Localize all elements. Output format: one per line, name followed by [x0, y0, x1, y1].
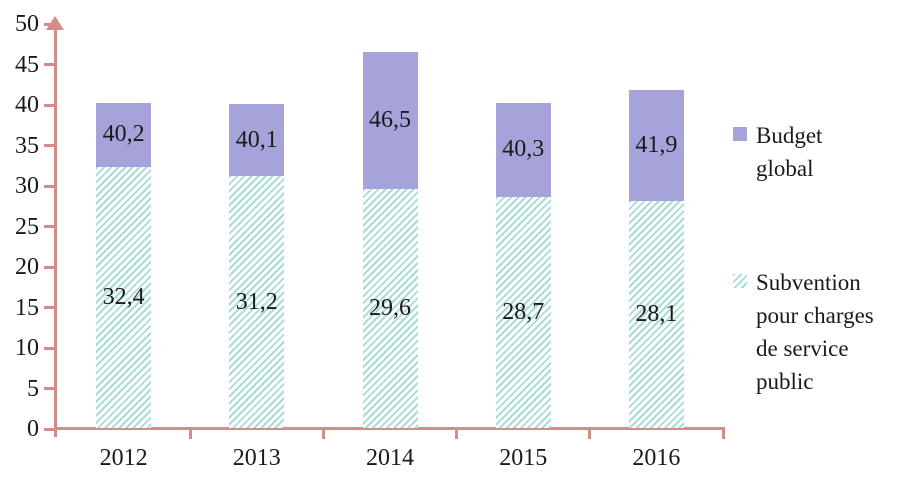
y-axis-tick [44, 427, 57, 431]
y-axis-tick [44, 22, 57, 26]
bar-segment-budget-global-2012: 40,2 [96, 103, 152, 167]
y-axis-tick [44, 144, 57, 147]
x-axis-category-label: 2016 [632, 445, 681, 471]
y-axis-tick [44, 346, 57, 350]
legend-label-budget-global: Budget global [756, 123, 823, 181]
x-axis-tick [188, 429, 192, 439]
y-axis-tick [44, 265, 57, 269]
bar-segment-subvention-2016: 28,1 [628, 201, 684, 428]
y-axis-tick-label: 5 [27, 375, 39, 402]
y-axis-tick-label: 30 [15, 173, 39, 199]
bar-value-label-budget-global: 46,5 [369, 107, 411, 134]
bar-value-label-budget-global: 41,9 [635, 131, 678, 158]
bar-segment-budget-global-2014: 46,5 [362, 52, 418, 190]
x-axis-tick [455, 429, 459, 439]
x-axis-category-label: 2013 [232, 445, 281, 471]
legend-item-budget-global: Budget global [733, 119, 878, 185]
bar-segment-budget-global-2013: 40,1 [229, 104, 285, 177]
y-axis-tick-label: 0 [27, 416, 39, 442]
bar-segment-subvention-2014: 29,6 [362, 189, 418, 428]
bar-segment-budget-global-2015: 40,3 [495, 102, 551, 197]
bar-value-label-subvention: 32,4 [102, 283, 145, 310]
bar-value-label-subvention: 28,1 [635, 301, 678, 328]
y-axis-tick [44, 387, 57, 390]
y-axis-tick [44, 184, 57, 188]
y-axis-tick-label: 15 [15, 294, 39, 321]
x-axis-category-label: 2012 [99, 445, 148, 471]
y-axis-tick-label: 45 [15, 51, 39, 78]
bar-value-label-budget-global: 40,1 [235, 126, 278, 153]
y-axis-tick [44, 103, 57, 107]
legend-swatch-subvention-icon [733, 274, 747, 288]
y-axis-tick [44, 225, 57, 228]
y-axis-tick-label: 35 [15, 132, 39, 159]
bar-value-label-subvention: 31,2 [235, 288, 278, 315]
bar-value-label-budget-global: 40,3 [502, 136, 545, 163]
legend-swatch-budget-global-icon [733, 127, 747, 141]
y-axis-tick-label: 10 [15, 335, 39, 361]
bar-segment-budget-global-2016: 41,9 [628, 89, 684, 202]
x-axis-category-label: 2015 [499, 445, 548, 471]
y-axis-tick [44, 306, 57, 309]
y-axis-line [54, 30, 57, 437]
bar-value-label-budget-global: 40,2 [102, 121, 145, 148]
y-axis-tick-label: 40 [15, 92, 39, 118]
bar-segment-subvention-2013: 31,2 [229, 176, 285, 428]
bar-value-label-subvention: 28,7 [502, 298, 545, 325]
x-axis-tick [721, 429, 725, 439]
bar-segment-subvention-2015: 28,7 [495, 196, 551, 428]
y-axis-tick-label: 50 [15, 11, 39, 37]
legend-item-subvention: Subvention pour charges de service publi… [733, 266, 878, 398]
y-axis-tick-label: 25 [15, 213, 39, 240]
x-axis-tick [321, 429, 325, 439]
bar-segment-subvention-2012: 32,4 [96, 166, 152, 428]
x-axis-tick [588, 429, 592, 439]
y-axis-tick [44, 63, 57, 66]
bar-value-label-subvention: 29,6 [369, 295, 411, 322]
legend-label-subvention: Subvention pour charges de service publi… [756, 270, 874, 394]
y-axis-tick-label: 20 [15, 254, 39, 280]
x-axis-line [54, 427, 725, 430]
x-axis-category-label: 2014 [366, 445, 414, 471]
